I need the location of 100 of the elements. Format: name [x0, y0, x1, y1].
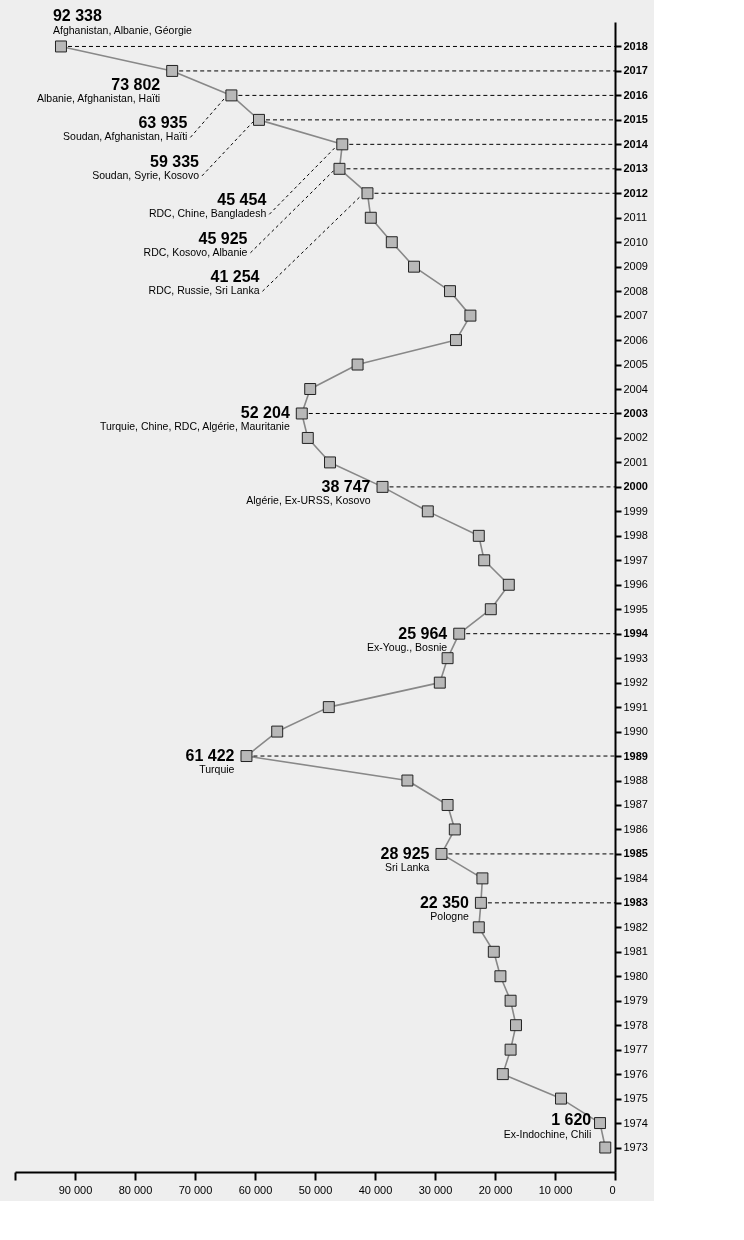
- point: [474, 896, 487, 909]
- x-tick-label: 10 000: [538, 1183, 573, 1196]
- y-tick-label: 1994: [623, 627, 649, 640]
- x-tick-label: 40 000: [358, 1183, 393, 1196]
- point: [304, 383, 317, 395]
- point: [336, 138, 349, 151]
- annotation: Pologne: [430, 909, 470, 922]
- annotation: RDC, Kosovo, Albanie: [143, 245, 248, 258]
- point: [476, 872, 489, 885]
- point: [504, 1043, 517, 1056]
- y-tick-label: 1996: [623, 578, 648, 591]
- annotation: Algérie, Ex-URSS, Kosovo: [246, 493, 371, 506]
- point: [351, 358, 364, 371]
- y-tick-label: 1978: [623, 1018, 648, 1031]
- y-tick-label: 1976: [623, 1067, 648, 1080]
- data-label: 25 964: [398, 624, 448, 642]
- point: [510, 1019, 522, 1032]
- y-tick-label: 1984: [623, 871, 648, 884]
- y-tick-label: 2013: [623, 162, 648, 175]
- point: [385, 236, 398, 249]
- x-tick-label: 30 000: [418, 1183, 453, 1196]
- point: [472, 529, 485, 542]
- annotation: Soudan, Syrie, Kosovo: [92, 168, 200, 181]
- point: [333, 162, 346, 175]
- point: [253, 113, 265, 126]
- y-tick-label: 2001: [623, 455, 648, 468]
- annotation: Sri Lanka: [385, 860, 430, 873]
- y-tick-label: 1988: [623, 774, 648, 787]
- point: [435, 847, 448, 860]
- point: [594, 1117, 606, 1130]
- data-label: 92 338: [52, 7, 103, 25]
- y-tick-label: 2018: [623, 39, 648, 52]
- y-tick-label: 2011: [623, 211, 648, 224]
- y-tick-label: 2017: [623, 64, 648, 77]
- y-tick-label: 1997: [623, 553, 648, 566]
- point: [444, 285, 456, 298]
- point: [376, 480, 389, 493]
- point: [225, 89, 238, 102]
- point: [324, 456, 336, 469]
- point: [441, 652, 454, 665]
- data-label: 61 422: [185, 747, 235, 765]
- x-tick-label: 50 000: [298, 1183, 333, 1196]
- point: [433, 676, 446, 689]
- x-tick-label: 0: [609, 1183, 616, 1196]
- annotation: Turquie, Chine, RDC, Algérie, Mauritanie: [99, 420, 290, 433]
- y-tick-label: 2002: [623, 431, 648, 444]
- y-tick-label: 1991: [623, 700, 648, 713]
- point: [421, 505, 434, 518]
- y-tick-label: 1999: [623, 504, 648, 517]
- y-tick-label: 1982: [623, 920, 648, 933]
- annotation: Ex-Indochine, Chili: [503, 1127, 592, 1140]
- y-tick-label: 1993: [623, 651, 648, 664]
- data-label: 1 620: [551, 1110, 592, 1128]
- point: [441, 799, 454, 811]
- data-label: 63 935: [138, 114, 188, 132]
- annotation: Ex-Youg., Bosnie: [367, 640, 448, 653]
- y-tick-label: 2016: [623, 88, 648, 101]
- y-tick-label: 2006: [623, 333, 648, 346]
- annotation: Albanie, Afghanistan, Haïti: [37, 91, 161, 104]
- annotation: Turquie: [199, 763, 235, 776]
- point: [295, 407, 308, 420]
- annotation: Soudan, Afghanistan, Haïti: [63, 130, 188, 143]
- y-tick-label: 2005: [623, 358, 648, 371]
- y-tick-label: 1995: [623, 602, 648, 615]
- y-tick-label: 2010: [623, 235, 648, 248]
- point: [453, 627, 466, 640]
- y-tick-label: 1973: [623, 1141, 648, 1154]
- point: [502, 578, 515, 591]
- point: [166, 64, 179, 77]
- data-label: 41 254: [210, 268, 260, 286]
- point: [494, 970, 507, 983]
- x-tick-label: 70 000: [178, 1183, 213, 1196]
- data-label: 22 350: [419, 893, 469, 911]
- y-tick-label: 2014: [623, 137, 649, 150]
- point: [450, 334, 462, 347]
- point: [555, 1092, 567, 1105]
- point: [401, 774, 414, 787]
- point: [472, 921, 485, 934]
- data-label: 73 802: [111, 75, 161, 93]
- point: [504, 994, 517, 1007]
- point: [496, 1068, 509, 1081]
- y-tick-label: 1983: [623, 896, 648, 909]
- x-tick-label: 90 000: [58, 1183, 93, 1196]
- point: [364, 211, 377, 224]
- data-label: 28 925: [380, 844, 430, 862]
- y-tick-label: 2015: [623, 113, 648, 126]
- point: [408, 260, 420, 273]
- y-tick-label: 1979: [623, 994, 648, 1007]
- y-tick-label: 1980: [623, 969, 648, 982]
- y-tick-label: 2004: [623, 382, 648, 395]
- y-tick-label: 1992: [623, 676, 648, 689]
- point: [487, 945, 500, 958]
- point: [599, 1141, 612, 1154]
- y-tick-label: 1987: [623, 798, 648, 811]
- point: [55, 40, 67, 53]
- y-tick-label: 1977: [623, 1043, 648, 1056]
- y-tick-label: 1998: [623, 529, 648, 542]
- data-label: 45 454: [217, 191, 267, 209]
- y-tick-label: 1986: [623, 822, 648, 835]
- y-tick-label: 1974: [623, 1116, 648, 1129]
